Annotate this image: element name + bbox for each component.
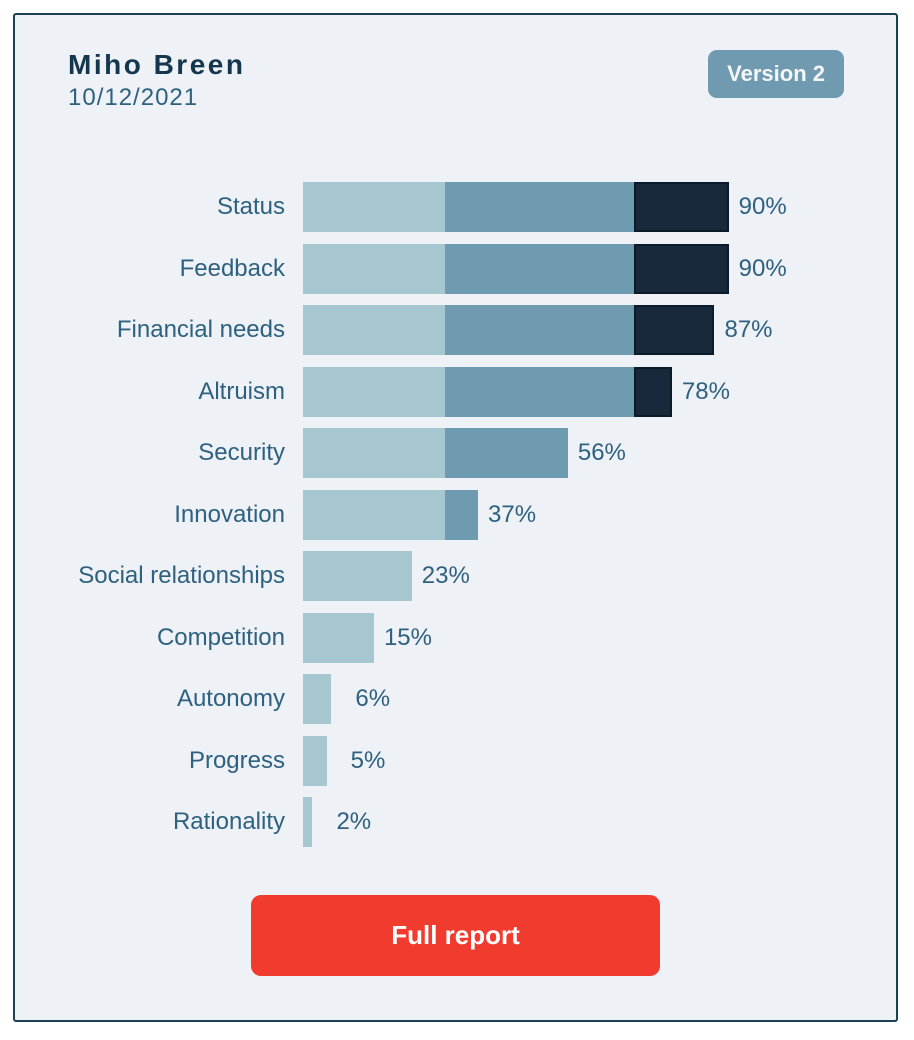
bar-label: Rationality bbox=[172, 808, 285, 835]
bar-row: Status 90% bbox=[15, 182, 896, 232]
bar bbox=[303, 612, 374, 663]
bar-segment-high-70-100 bbox=[634, 366, 672, 417]
bar-label: Financial needs bbox=[116, 316, 285, 343]
bar-segment-low-0-30 bbox=[303, 366, 445, 417]
bar-segment-low-0-30 bbox=[303, 305, 445, 355]
bar-segment-low-0-30 bbox=[303, 551, 412, 601]
bar-row: Altruism 78% bbox=[15, 366, 896, 417]
bar-segment-low-0-30 bbox=[303, 243, 445, 294]
bar-label: Altruism bbox=[198, 377, 285, 405]
report-card: Miho Breen 10/12/2021 Version 2 Status 90… bbox=[13, 13, 898, 1022]
bar bbox=[303, 674, 332, 724]
bar-value: 90% bbox=[738, 254, 787, 282]
bar-value: 6% bbox=[355, 685, 391, 712]
bar-segment-high-70-100 bbox=[634, 243, 729, 294]
bar bbox=[303, 182, 729, 232]
bar-row: Security 56% bbox=[15, 428, 896, 478]
bar bbox=[303, 797, 313, 847]
bar-value: 90% bbox=[738, 193, 787, 220]
bar-row: Autonomy 6% bbox=[15, 674, 896, 724]
bar-value: 87% bbox=[724, 316, 773, 343]
full-report-button[interactable]: Full report bbox=[251, 895, 660, 976]
bar-row: Rationality 2% bbox=[15, 797, 896, 847]
bar bbox=[303, 366, 672, 417]
bar bbox=[303, 551, 412, 601]
report-header: Miho Breen 10/12/2021 bbox=[15, 15, 896, 114]
bar-segment-mid-30-70 bbox=[444, 243, 635, 294]
bar-row: Social relationships 23% bbox=[15, 551, 896, 601]
bar-value: 37% bbox=[488, 500, 537, 528]
bar-label: Innovation bbox=[174, 500, 285, 528]
bar-value: 15% bbox=[383, 623, 432, 651]
bar-row: Competition 15% bbox=[15, 612, 896, 663]
bar-segment-low-0-30 bbox=[303, 612, 374, 663]
bar-segment-low-0-30 bbox=[303, 489, 445, 540]
bar-value: 56% bbox=[577, 439, 626, 466]
bar-segment-high-70-100 bbox=[634, 305, 715, 355]
bar-segment-low-0-30 bbox=[303, 428, 445, 478]
bar-label: Competition bbox=[156, 623, 285, 651]
bar-value: 5% bbox=[350, 746, 386, 774]
bar-row: Financial needs 87% bbox=[15, 305, 896, 355]
bar-segment-low-0-30 bbox=[303, 182, 445, 232]
bar-value: 2% bbox=[336, 808, 372, 835]
bar-label: Autonomy bbox=[176, 685, 285, 712]
bar-row: Innovation 37% bbox=[15, 489, 896, 540]
motivation-bar-chart: Status 90% Feedback 90% Financial needs 87% Al… bbox=[15, 182, 896, 847]
bar-segment-mid-30-70 bbox=[444, 366, 635, 417]
version-badge[interactable]: Version 2 bbox=[708, 50, 844, 98]
bar-segment-high-70-100 bbox=[634, 182, 729, 232]
bar bbox=[303, 243, 729, 294]
bar-segment-mid-30-70 bbox=[444, 489, 478, 540]
bar-label: Progress bbox=[188, 746, 285, 774]
bar bbox=[303, 305, 715, 355]
person-name: Miho Breen bbox=[68, 49, 246, 80]
bar-segment-mid-30-70 bbox=[444, 428, 568, 478]
bar bbox=[303, 428, 568, 478]
bar-row: Feedback 90% bbox=[15, 243, 896, 294]
bar-label: Status bbox=[216, 193, 285, 220]
bar-label: Social relationships bbox=[78, 562, 285, 589]
bar-segment-low-0-30 bbox=[303, 674, 332, 724]
bar-label: Security bbox=[198, 439, 285, 466]
bar-segment-mid-30-70 bbox=[444, 182, 635, 232]
bar-segment-low-0-30 bbox=[303, 797, 313, 847]
bar-label: Feedback bbox=[179, 254, 285, 282]
bar-value: 23% bbox=[421, 562, 470, 589]
bar-row: Progress 5% bbox=[15, 735, 896, 786]
bar-segment-low-0-30 bbox=[303, 735, 327, 786]
bar-segment-mid-30-70 bbox=[444, 305, 635, 355]
bar bbox=[303, 489, 478, 540]
report-date: 10/12/2021 bbox=[68, 84, 199, 111]
bar-value: 78% bbox=[681, 377, 730, 405]
bar bbox=[303, 735, 327, 786]
